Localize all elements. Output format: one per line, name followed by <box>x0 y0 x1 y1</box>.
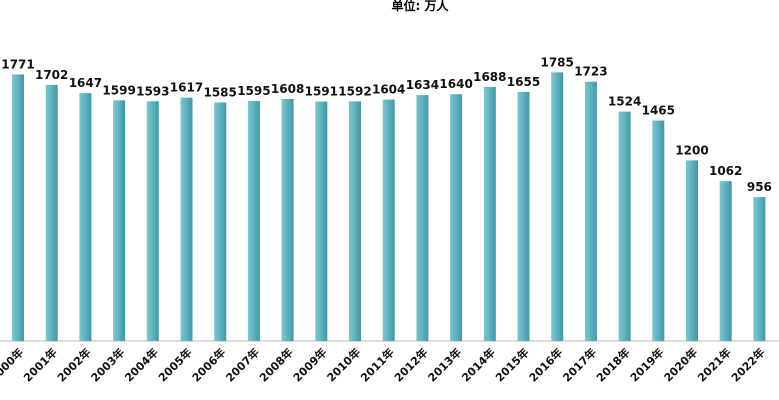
value-label: 1595 <box>237 84 270 98</box>
bar <box>382 99 395 342</box>
value-label: 1592 <box>338 84 371 98</box>
x-tick-label: 2011年 <box>357 345 396 384</box>
value-label: 1524 <box>608 95 641 109</box>
x-tick-label: 2000年 <box>0 345 26 384</box>
chart-title: 单位: 万人 <box>392 0 450 13</box>
x-tick-label: 2002年 <box>54 345 93 384</box>
x-tick-label: 2010年 <box>324 345 363 384</box>
x-tick-label: 2003年 <box>88 345 127 384</box>
value-label: 1617 <box>170 81 203 95</box>
x-tick-label: 2015年 <box>492 345 531 384</box>
x-tick-label: 2012年 <box>391 345 430 384</box>
value-label: 1599 <box>102 83 135 97</box>
x-tick-label: 2004年 <box>122 345 161 384</box>
bar <box>517 91 530 341</box>
bar <box>45 84 58 341</box>
x-tick-label: 2018年 <box>593 345 632 384</box>
x-tick-label: 2019年 <box>627 345 666 384</box>
bar <box>450 94 463 342</box>
value-label: 1585 <box>203 85 236 99</box>
value-label: 1591 <box>305 85 338 99</box>
bar <box>416 95 429 341</box>
value-label: 1655 <box>507 75 540 89</box>
bar <box>483 86 496 342</box>
bar <box>146 101 159 341</box>
bar <box>180 97 193 341</box>
value-label: 1593 <box>136 84 169 98</box>
value-label: 1608 <box>271 82 304 96</box>
value-label: 1771 <box>1 57 34 71</box>
bar <box>719 181 732 341</box>
bar <box>315 101 328 341</box>
x-tick-label: 2014年 <box>459 345 498 384</box>
x-tick-label: 2008年 <box>256 345 295 384</box>
value-label: 1688 <box>473 70 506 84</box>
value-label: 1062 <box>709 164 742 178</box>
bar <box>113 100 126 342</box>
x-tick-label: 2022年 <box>728 345 767 384</box>
value-label: 1634 <box>406 78 439 92</box>
value-label: 1785 <box>540 55 573 69</box>
bar <box>652 120 665 341</box>
x-tick-label: 2006年 <box>189 345 228 384</box>
x-tick-label: 2016年 <box>526 345 565 384</box>
x-tick-label: 2005年 <box>155 345 194 384</box>
bar <box>753 197 766 341</box>
x-tick-label: 2017年 <box>560 345 599 384</box>
bar <box>349 101 361 342</box>
x-tick-label: 2007年 <box>223 345 262 384</box>
value-label: 1723 <box>574 65 607 79</box>
bar <box>686 160 698 341</box>
value-label: 1200 <box>675 143 708 157</box>
value-label: 1647 <box>69 76 102 90</box>
bar <box>247 100 260 341</box>
x-tick-label: 2021年 <box>694 345 733 384</box>
value-label: 1702 <box>35 68 68 82</box>
bar <box>12 74 24 341</box>
x-tick-label: 2013年 <box>425 345 464 384</box>
value-label: 956 <box>747 180 772 194</box>
bar <box>281 98 294 341</box>
bar <box>551 72 564 342</box>
x-tick-label: 2009年 <box>290 345 329 384</box>
bar <box>79 93 92 342</box>
bar <box>214 102 227 342</box>
bar <box>584 81 597 341</box>
value-label: 1640 <box>439 77 472 91</box>
value-label: 1465 <box>642 104 675 118</box>
value-label: 1604 <box>372 83 405 97</box>
x-tick-label: 2001年 <box>20 345 59 384</box>
bar <box>618 111 631 341</box>
x-tick-label: 2020年 <box>661 345 700 384</box>
